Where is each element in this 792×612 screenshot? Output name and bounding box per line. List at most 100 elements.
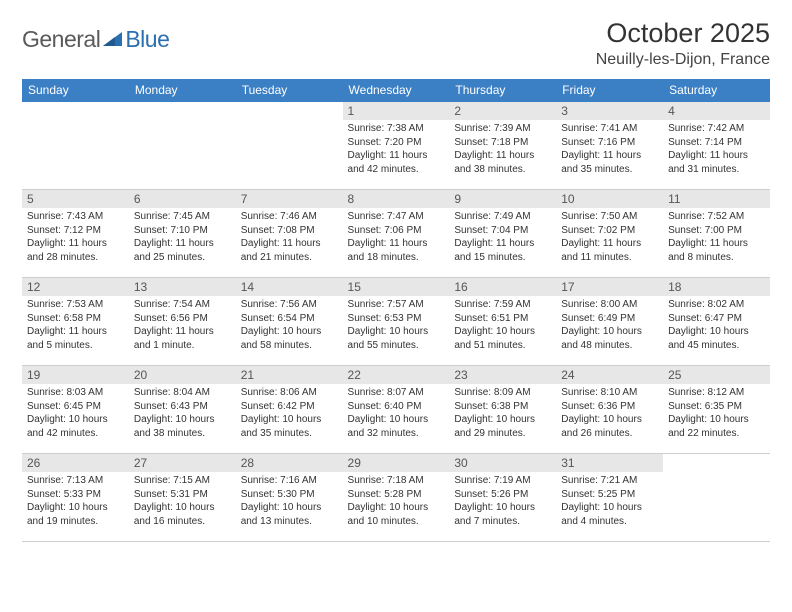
calendar-cell: 4Sunrise: 7:42 AMSunset: 7:14 PMDaylight… bbox=[663, 102, 770, 190]
cell-body: Sunrise: 7:16 AMSunset: 5:30 PMDaylight:… bbox=[236, 472, 343, 530]
day-number: 19 bbox=[22, 366, 129, 384]
daylight-text: Daylight: 10 hours and 22 minutes. bbox=[668, 413, 765, 440]
daylight-text: Daylight: 11 hours and 38 minutes. bbox=[454, 149, 551, 176]
calendar-cell: 31Sunrise: 7:21 AMSunset: 5:25 PMDayligh… bbox=[556, 454, 663, 542]
cell-body: Sunrise: 7:18 AMSunset: 5:28 PMDaylight:… bbox=[343, 472, 450, 530]
day-number: 27 bbox=[129, 454, 236, 472]
cell-body: Sunrise: 7:15 AMSunset: 5:31 PMDaylight:… bbox=[129, 472, 236, 530]
cell-body: Sunrise: 7:57 AMSunset: 6:53 PMDaylight:… bbox=[343, 296, 450, 354]
sunrise-text: Sunrise: 8:12 AM bbox=[668, 386, 765, 400]
title-block: October 2025 Neuilly-les-Dijon, France bbox=[596, 18, 770, 69]
calendar-cell bbox=[129, 102, 236, 190]
sunset-text: Sunset: 6:47 PM bbox=[668, 312, 765, 326]
location-label: Neuilly-les-Dijon, France bbox=[596, 51, 770, 69]
sunset-text: Sunset: 6:49 PM bbox=[561, 312, 658, 326]
sunset-text: Sunset: 7:00 PM bbox=[668, 224, 765, 238]
calendar-cell: 3Sunrise: 7:41 AMSunset: 7:16 PMDaylight… bbox=[556, 102, 663, 190]
calendar-row: 1Sunrise: 7:38 AMSunset: 7:20 PMDaylight… bbox=[22, 102, 770, 190]
calendar-cell: 17Sunrise: 8:00 AMSunset: 6:49 PMDayligh… bbox=[556, 278, 663, 366]
logo: General Blue bbox=[22, 18, 169, 53]
sunrise-text: Sunrise: 8:07 AM bbox=[348, 386, 445, 400]
calendar-cell: 19Sunrise: 8:03 AMSunset: 6:45 PMDayligh… bbox=[22, 366, 129, 454]
daylight-text: Daylight: 10 hours and 48 minutes. bbox=[561, 325, 658, 352]
calendar-cell: 11Sunrise: 7:52 AMSunset: 7:00 PMDayligh… bbox=[663, 190, 770, 278]
sunrise-text: Sunrise: 7:19 AM bbox=[454, 474, 551, 488]
day-number: 11 bbox=[663, 190, 770, 208]
calendar-row: 19Sunrise: 8:03 AMSunset: 6:45 PMDayligh… bbox=[22, 366, 770, 454]
sunrise-text: Sunrise: 7:59 AM bbox=[454, 298, 551, 312]
calendar-cell: 12Sunrise: 7:53 AMSunset: 6:58 PMDayligh… bbox=[22, 278, 129, 366]
cell-body: Sunrise: 7:50 AMSunset: 7:02 PMDaylight:… bbox=[556, 208, 663, 266]
cell-body: Sunrise: 8:12 AMSunset: 6:35 PMDaylight:… bbox=[663, 384, 770, 442]
cell-body: Sunrise: 8:03 AMSunset: 6:45 PMDaylight:… bbox=[22, 384, 129, 442]
day-number: 28 bbox=[236, 454, 343, 472]
sunset-text: Sunset: 6:58 PM bbox=[27, 312, 124, 326]
daylight-text: Daylight: 11 hours and 11 minutes. bbox=[561, 237, 658, 264]
day-number: 10 bbox=[556, 190, 663, 208]
cell-body: Sunrise: 8:02 AMSunset: 6:47 PMDaylight:… bbox=[663, 296, 770, 354]
daylight-text: Daylight: 10 hours and 45 minutes. bbox=[668, 325, 765, 352]
sunrise-text: Sunrise: 8:00 AM bbox=[561, 298, 658, 312]
calendar-cell: 28Sunrise: 7:16 AMSunset: 5:30 PMDayligh… bbox=[236, 454, 343, 542]
sunrise-text: Sunrise: 7:50 AM bbox=[561, 210, 658, 224]
cell-body: Sunrise: 8:09 AMSunset: 6:38 PMDaylight:… bbox=[449, 384, 556, 442]
calendar-cell: 27Sunrise: 7:15 AMSunset: 5:31 PMDayligh… bbox=[129, 454, 236, 542]
daylight-text: Daylight: 10 hours and 38 minutes. bbox=[134, 413, 231, 440]
sunset-text: Sunset: 7:10 PM bbox=[134, 224, 231, 238]
daylight-text: Daylight: 11 hours and 8 minutes. bbox=[668, 237, 765, 264]
sunrise-text: Sunrise: 7:42 AM bbox=[668, 122, 765, 136]
calendar-cell: 5Sunrise: 7:43 AMSunset: 7:12 PMDaylight… bbox=[22, 190, 129, 278]
cell-body: Sunrise: 7:38 AMSunset: 7:20 PMDaylight:… bbox=[343, 120, 450, 178]
sunset-text: Sunset: 7:06 PM bbox=[348, 224, 445, 238]
sunrise-text: Sunrise: 8:09 AM bbox=[454, 386, 551, 400]
calendar-cell: 20Sunrise: 8:04 AMSunset: 6:43 PMDayligh… bbox=[129, 366, 236, 454]
sunrise-text: Sunrise: 7:39 AM bbox=[454, 122, 551, 136]
day-number: 22 bbox=[343, 366, 450, 384]
sunrise-text: Sunrise: 7:56 AM bbox=[241, 298, 338, 312]
sunrise-text: Sunrise: 7:38 AM bbox=[348, 122, 445, 136]
day-number: 21 bbox=[236, 366, 343, 384]
sunset-text: Sunset: 7:14 PM bbox=[668, 136, 765, 150]
cell-body: Sunrise: 8:06 AMSunset: 6:42 PMDaylight:… bbox=[236, 384, 343, 442]
calendar-cell: 8Sunrise: 7:47 AMSunset: 7:06 PMDaylight… bbox=[343, 190, 450, 278]
day-number: 9 bbox=[449, 190, 556, 208]
cell-body: Sunrise: 7:49 AMSunset: 7:04 PMDaylight:… bbox=[449, 208, 556, 266]
day-number: 24 bbox=[556, 366, 663, 384]
daylight-text: Daylight: 10 hours and 26 minutes. bbox=[561, 413, 658, 440]
cell-body: Sunrise: 7:59 AMSunset: 6:51 PMDaylight:… bbox=[449, 296, 556, 354]
calendar-cell: 29Sunrise: 7:18 AMSunset: 5:28 PMDayligh… bbox=[343, 454, 450, 542]
sunset-text: Sunset: 6:40 PM bbox=[348, 400, 445, 414]
sunrise-text: Sunrise: 7:16 AM bbox=[241, 474, 338, 488]
cell-body: Sunrise: 7:41 AMSunset: 7:16 PMDaylight:… bbox=[556, 120, 663, 178]
day-number: 16 bbox=[449, 278, 556, 296]
sunset-text: Sunset: 7:12 PM bbox=[27, 224, 124, 238]
sunset-text: Sunset: 6:43 PM bbox=[134, 400, 231, 414]
day-number: 13 bbox=[129, 278, 236, 296]
cell-body: Sunrise: 7:47 AMSunset: 7:06 PMDaylight:… bbox=[343, 208, 450, 266]
sunrise-text: Sunrise: 7:47 AM bbox=[348, 210, 445, 224]
sunrise-text: Sunrise: 7:45 AM bbox=[134, 210, 231, 224]
calendar-page: General Blue October 2025 Neuilly-les-Di… bbox=[0, 0, 792, 560]
day-number: 5 bbox=[22, 190, 129, 208]
calendar-cell: 14Sunrise: 7:56 AMSunset: 6:54 PMDayligh… bbox=[236, 278, 343, 366]
day-header: Wednesday bbox=[343, 79, 450, 102]
day-header-row: Sunday Monday Tuesday Wednesday Thursday… bbox=[22, 79, 770, 102]
sunrise-text: Sunrise: 7:21 AM bbox=[561, 474, 658, 488]
cell-body: Sunrise: 8:00 AMSunset: 6:49 PMDaylight:… bbox=[556, 296, 663, 354]
sunrise-text: Sunrise: 7:57 AM bbox=[348, 298, 445, 312]
day-number: 6 bbox=[129, 190, 236, 208]
day-number: 12 bbox=[22, 278, 129, 296]
cell-body: Sunrise: 7:13 AMSunset: 5:33 PMDaylight:… bbox=[22, 472, 129, 530]
sunrise-text: Sunrise: 8:03 AM bbox=[27, 386, 124, 400]
day-number: 31 bbox=[556, 454, 663, 472]
sunset-text: Sunset: 6:51 PM bbox=[454, 312, 551, 326]
sunset-text: Sunset: 5:28 PM bbox=[348, 488, 445, 502]
daylight-text: Daylight: 11 hours and 18 minutes. bbox=[348, 237, 445, 264]
daylight-text: Daylight: 11 hours and 25 minutes. bbox=[134, 237, 231, 264]
calendar-cell: 10Sunrise: 7:50 AMSunset: 7:02 PMDayligh… bbox=[556, 190, 663, 278]
sunset-text: Sunset: 6:35 PM bbox=[668, 400, 765, 414]
cell-body: Sunrise: 7:56 AMSunset: 6:54 PMDaylight:… bbox=[236, 296, 343, 354]
day-header: Saturday bbox=[663, 79, 770, 102]
sunset-text: Sunset: 6:54 PM bbox=[241, 312, 338, 326]
sunset-text: Sunset: 5:26 PM bbox=[454, 488, 551, 502]
